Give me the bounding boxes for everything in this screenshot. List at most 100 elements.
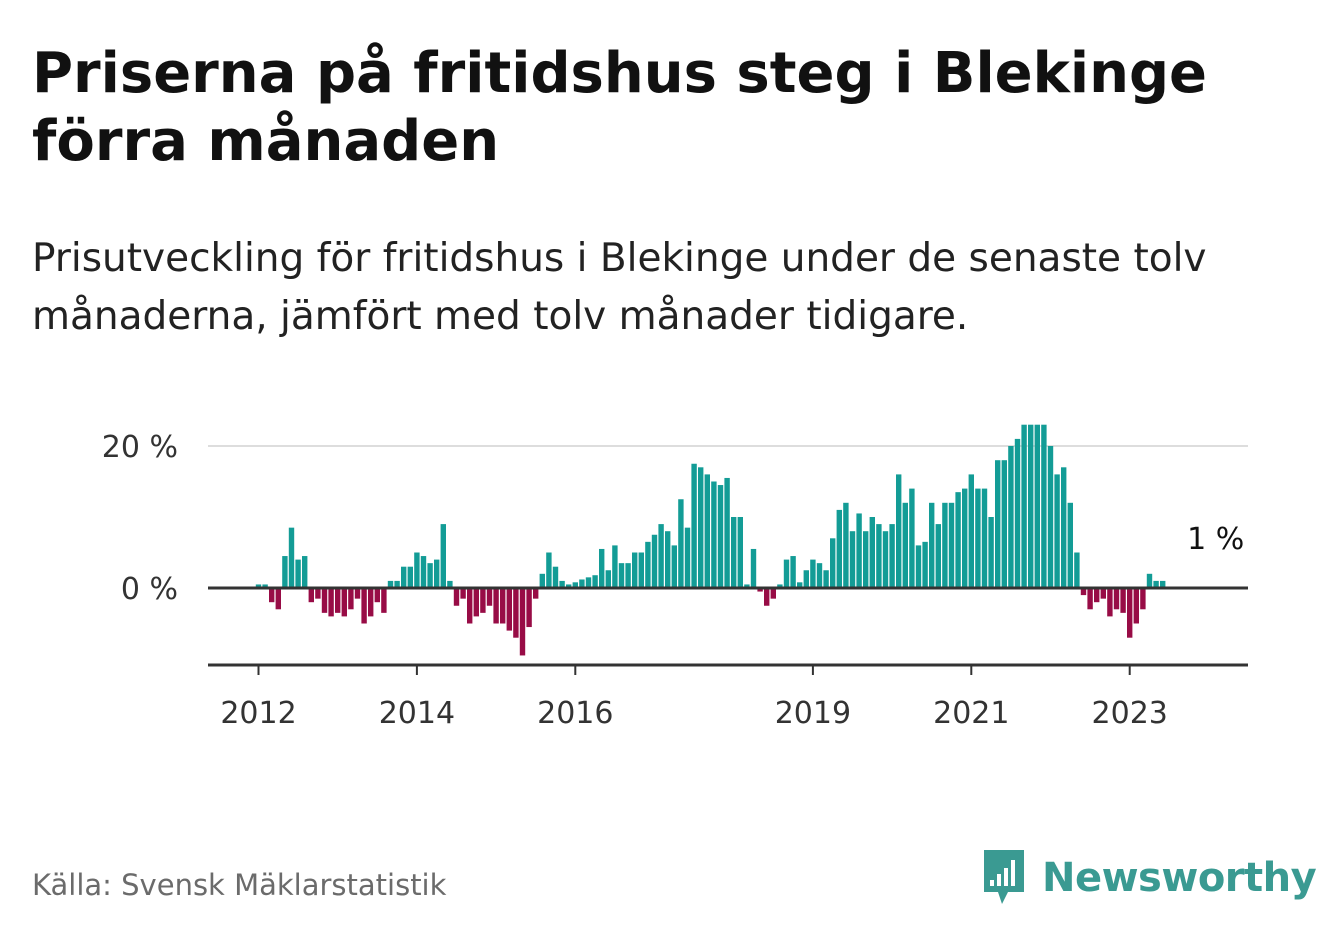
- bar: [387, 580, 394, 588]
- bar: [1047, 446, 1054, 588]
- bar: [797, 582, 803, 588]
- bar: [665, 531, 671, 588]
- bar: [889, 524, 895, 588]
- bar: [255, 584, 262, 588]
- bar: [823, 570, 829, 588]
- bar: [671, 545, 677, 588]
- bar: [717, 485, 724, 588]
- bar: [467, 588, 473, 624]
- bar: [599, 548, 605, 588]
- bar: [486, 588, 493, 606]
- x-tick-label: 2012: [220, 696, 296, 731]
- newsworthy-logo-icon: [984, 850, 1024, 904]
- bar: [698, 467, 704, 588]
- bar: [1100, 588, 1106, 599]
- bar: [764, 588, 770, 606]
- bar: [1021, 424, 1027, 588]
- brand-logo[interactable]: Newsworthy: [980, 846, 1317, 910]
- label-layer: 0 % 20 % 2012 2014 2016 2019 2021 2023 1 %: [102, 430, 1244, 731]
- bar: [1127, 588, 1133, 638]
- bar: [750, 548, 757, 588]
- bar: [658, 524, 664, 588]
- axis-layer: [208, 586, 1248, 675]
- bar: [704, 474, 710, 588]
- bar: [579, 579, 585, 588]
- bar: [757, 588, 763, 592]
- bar: [1054, 474, 1060, 588]
- bar: [420, 556, 427, 588]
- bar: [1094, 588, 1100, 603]
- chart-subtitle: Prisutveckling för fritidshus i Blekinge…: [32, 236, 1207, 339]
- bar: [453, 588, 460, 606]
- chart-title: Priserna på fritidshus steg i Blekinge f…: [32, 41, 1208, 174]
- bar: [638, 552, 644, 588]
- bar: [354, 588, 361, 599]
- bar: [493, 588, 499, 624]
- bar: [1034, 424, 1040, 588]
- bar: [849, 531, 856, 588]
- bar: [955, 492, 961, 588]
- bar: [948, 502, 955, 588]
- bar: [1120, 588, 1126, 613]
- bar: [1087, 588, 1093, 610]
- x-tick-label: 2021: [933, 696, 1009, 731]
- bar: [651, 534, 658, 588]
- bar: [731, 517, 737, 588]
- bar: [269, 588, 275, 603]
- bar: [288, 527, 295, 588]
- bar: [975, 488, 981, 588]
- bar: [909, 488, 915, 588]
- bar: [519, 588, 526, 656]
- bar: [480, 588, 486, 613]
- bar: [678, 499, 684, 588]
- bar: [315, 588, 321, 599]
- bar: [836, 509, 842, 588]
- bar: [434, 559, 440, 588]
- bar: [882, 531, 889, 588]
- bar: [592, 575, 598, 588]
- bar: [361, 588, 367, 624]
- bar: [1067, 502, 1073, 588]
- bar: [876, 524, 882, 588]
- bar: [585, 577, 592, 588]
- bar: [935, 524, 941, 588]
- bar: [737, 517, 743, 588]
- bar: [783, 559, 790, 588]
- bar: [843, 502, 849, 588]
- bar: [618, 563, 625, 588]
- bar: [427, 563, 433, 588]
- bar: [981, 488, 988, 588]
- bar: [711, 481, 717, 588]
- bar: [262, 584, 268, 588]
- bar: [816, 563, 823, 588]
- bar: [988, 517, 994, 588]
- bar: [1001, 460, 1007, 588]
- bar: [632, 552, 638, 588]
- bar: [539, 573, 545, 588]
- bar: [513, 588, 519, 638]
- bar: [612, 545, 618, 588]
- bar: [572, 582, 578, 588]
- bar: [368, 588, 374, 617]
- bar: [282, 556, 288, 588]
- bar: [1008, 446, 1014, 588]
- bar: [401, 566, 407, 588]
- bar: [724, 477, 730, 588]
- y-tick-label: 0 %: [121, 572, 178, 607]
- bar: [328, 588, 334, 617]
- x-tick-label: 2014: [379, 696, 455, 731]
- bar: [394, 580, 400, 588]
- bar: [275, 588, 281, 610]
- bar: [381, 588, 387, 613]
- bar: [896, 474, 902, 588]
- bar: [1041, 424, 1047, 588]
- bar: [810, 559, 816, 588]
- bar: [440, 524, 446, 588]
- bar: [684, 527, 691, 588]
- bar: [777, 584, 783, 588]
- bar: [1107, 588, 1113, 617]
- bar-chart: 0 % 20 % 2012 2014 2016 2019 2021 2023 1 %: [102, 424, 1248, 731]
- bar: [407, 566, 413, 588]
- bar: [546, 552, 552, 588]
- bar: [414, 552, 420, 588]
